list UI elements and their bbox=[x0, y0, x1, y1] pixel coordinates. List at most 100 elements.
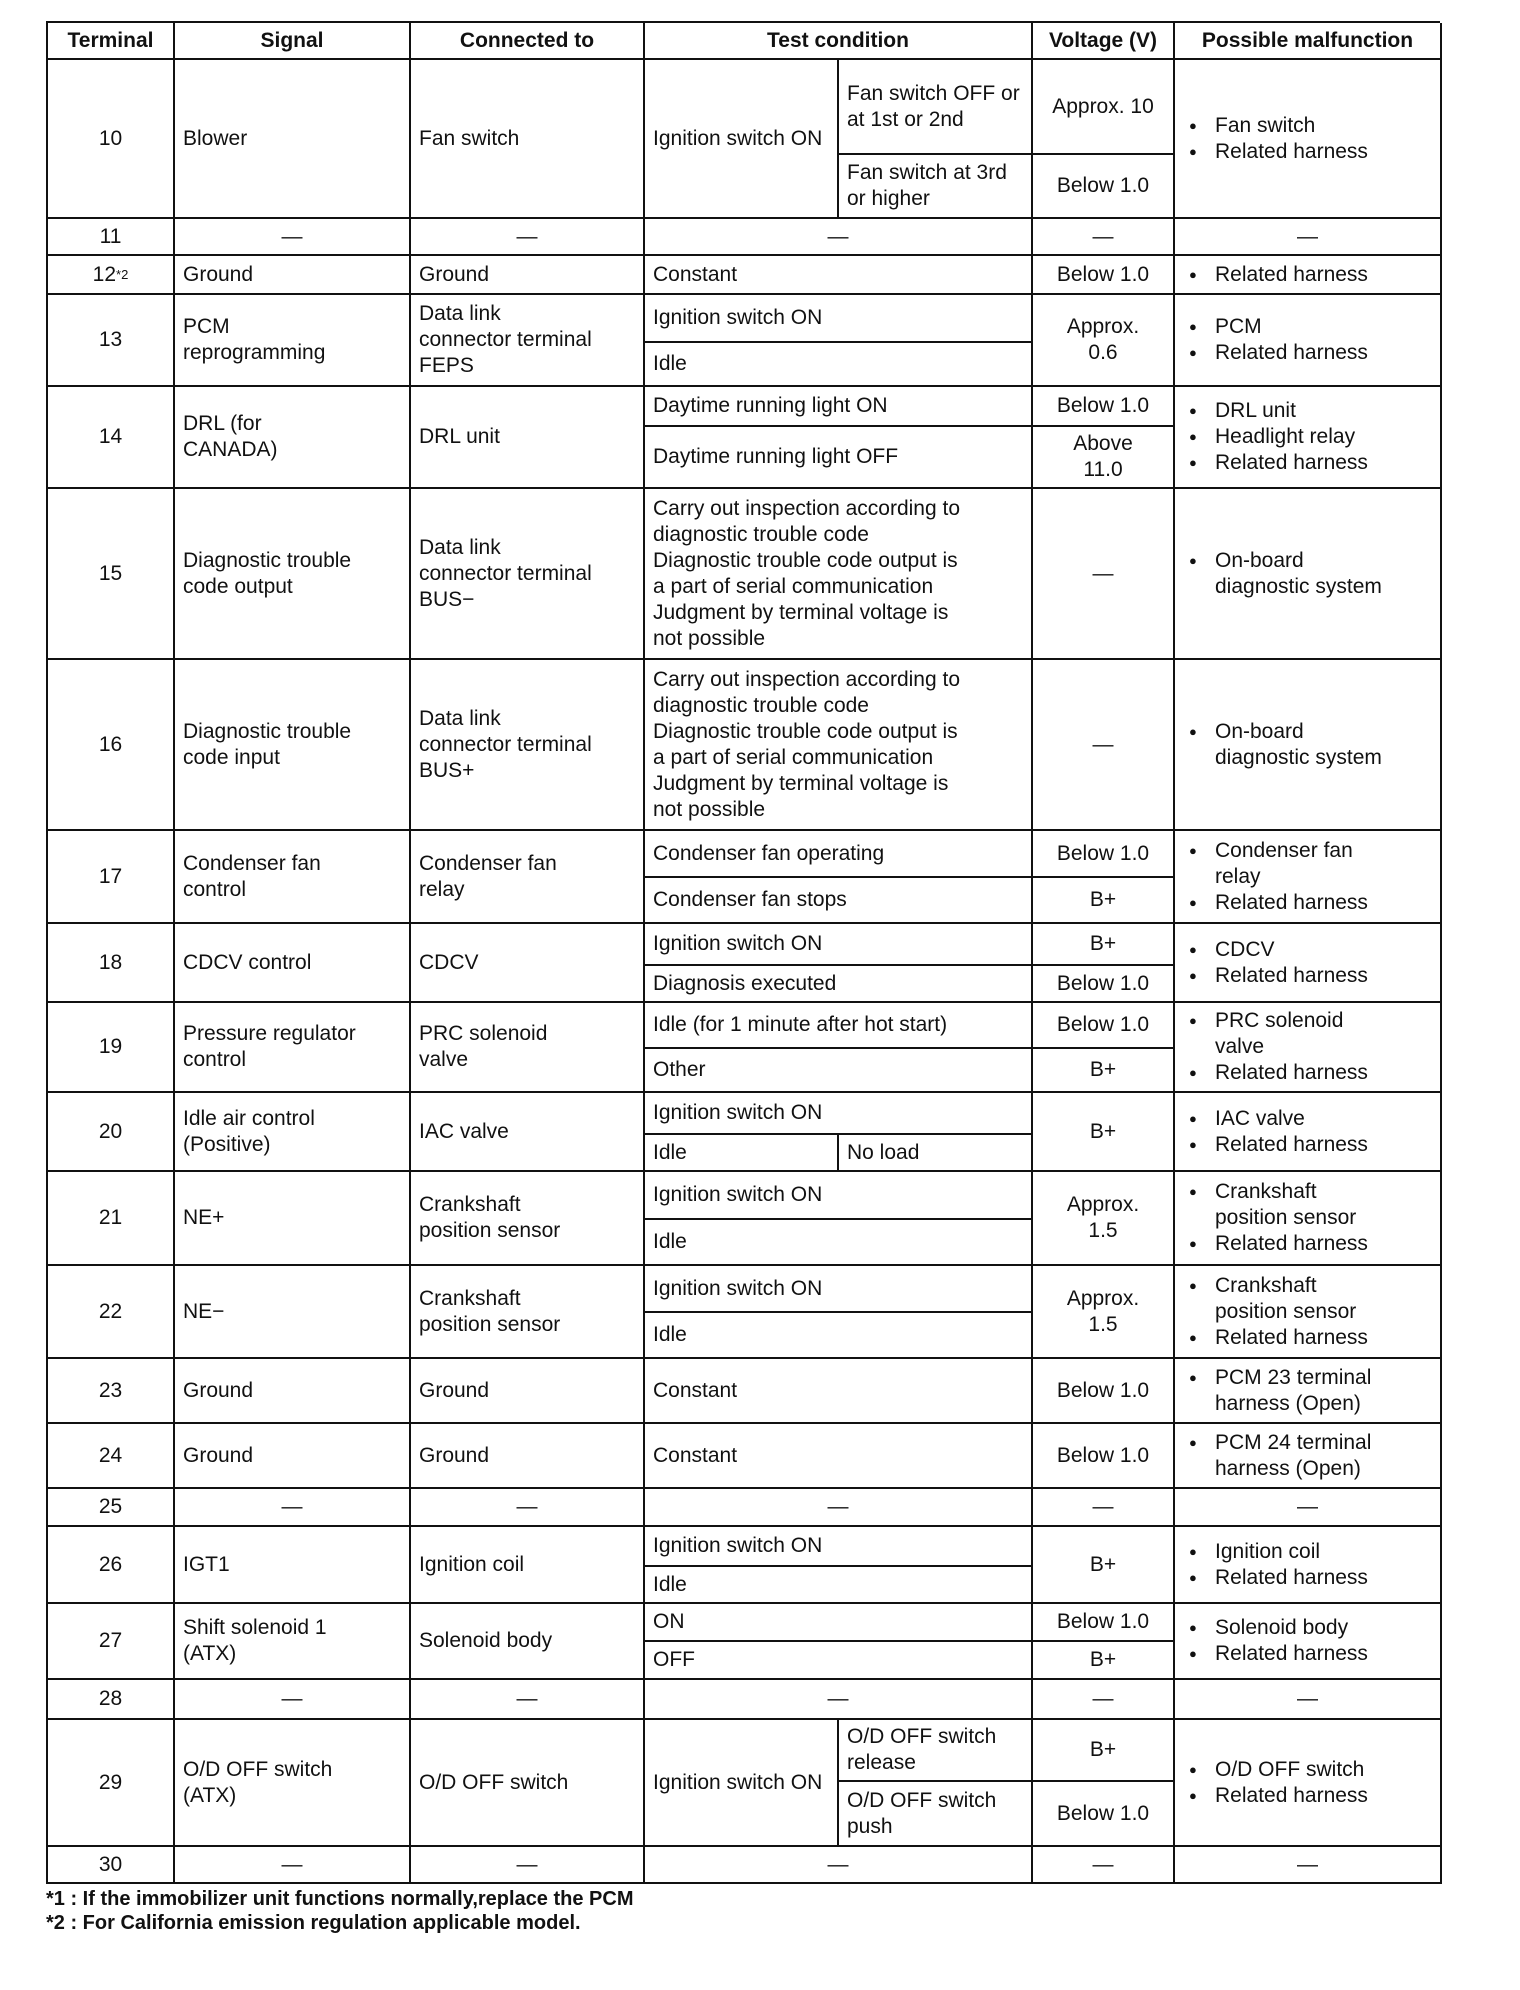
test-condition-sub: Daytime running light OFF bbox=[653, 445, 899, 468]
table-header-row: Terminal Signal Connected to Test condit… bbox=[48, 23, 1442, 60]
test-condition-sub: Daytime running light ON bbox=[645, 387, 1031, 427]
test-condition-sub: Idle (for 1 minute after hot start) bbox=[645, 1003, 1031, 1049]
test-condition-cell: Ignition switch ON Idle bbox=[645, 1266, 1033, 1359]
voltage-value: B+ bbox=[1089, 888, 1117, 911]
malfunction-item: Related harness bbox=[1189, 963, 1368, 989]
voltage-cell: — bbox=[1033, 1489, 1175, 1527]
connected-to-cell: Ground bbox=[411, 1359, 645, 1424]
table-row: 25— — — — — bbox=[48, 1489, 1442, 1527]
possible-malfunction-cell: Ignition coilRelated harness bbox=[1175, 1527, 1442, 1604]
malfunction-list: DRL unitHeadlight relayRelated harness bbox=[1183, 398, 1368, 476]
terminal-number: 11 bbox=[99, 224, 122, 248]
terminal-number: 21 bbox=[98, 1206, 123, 1229]
voltage-value: Below 1.0 bbox=[1056, 971, 1150, 995]
possible-malfunction-cell: Solenoid bodyRelated harness bbox=[1175, 1604, 1442, 1680]
malfunction-list: Solenoid bodyRelated harness bbox=[1183, 1615, 1368, 1667]
malfunction-item: On-board diagnostic system bbox=[1189, 719, 1382, 771]
table-row: 17 Condenser fan control Condenser fan rel… bbox=[48, 831, 1442, 924]
voltage-cell: Below 1.0 B+ bbox=[1033, 1604, 1175, 1680]
voltage-cell: Below 1.0 Above 11.0 bbox=[1033, 387, 1175, 489]
terminal-cell: 27 bbox=[48, 1604, 175, 1680]
malfunction-list: On-board diagnostic system bbox=[1183, 548, 1382, 600]
terminal-cell: 26 bbox=[48, 1527, 175, 1604]
terminal-cell: 24 bbox=[48, 1424, 175, 1489]
connected-to-cell: Ground bbox=[411, 1424, 645, 1489]
signal-cell: PCM reprogramming bbox=[175, 295, 411, 387]
malfunction-item: PCM 24 terminal harness (Open) bbox=[1189, 1430, 1371, 1482]
voltage-cell: Approx. 0.6 bbox=[1033, 295, 1175, 387]
signal-cell: Ground bbox=[175, 256, 411, 295]
malfunction-item: Related harness bbox=[1189, 1783, 1368, 1809]
voltage-value: — bbox=[1092, 561, 1114, 585]
connected-to-cell: Fan switch bbox=[411, 60, 645, 219]
table-row: 10 Blower Fan switch Ignition switch ON Fan … bbox=[48, 60, 1442, 219]
malfunction-list: Crankshaft position sensorRelated harnes… bbox=[1183, 1179, 1368, 1257]
signal-cell: Condenser fan control bbox=[175, 831, 411, 924]
signal-cell: — bbox=[175, 1847, 411, 1884]
test-condition-pair: Idle No load bbox=[645, 1135, 1031, 1170]
terminal-cell: 30 bbox=[48, 1847, 175, 1884]
test-condition-sub: ON bbox=[645, 1604, 1031, 1642]
malfunction-item: Crankshaft position sensor bbox=[1189, 1179, 1368, 1231]
terminal-number: 14 bbox=[98, 425, 123, 448]
test-condition-cell: Carry out inspection according to diagno… bbox=[645, 660, 1033, 831]
voltage-cell: Below 1.0 bbox=[1033, 1424, 1175, 1489]
terminal-cell: 21 bbox=[48, 1172, 175, 1266]
malfunction-list: O/D OFF switchRelated harness bbox=[1183, 1757, 1368, 1809]
connected-to-cell: — bbox=[411, 1489, 645, 1527]
voltage-value: Below 1.0 bbox=[1056, 1378, 1150, 1402]
malfunction-item: O/D OFF switch bbox=[1189, 1757, 1368, 1783]
terminal-cell: 10 bbox=[48, 60, 175, 219]
voltage-value: Below 1.0 bbox=[1056, 262, 1150, 286]
malfunction-list: Related harness bbox=[1183, 262, 1368, 288]
malfunction-list: Ignition coilRelated harness bbox=[1183, 1539, 1368, 1591]
test-condition-cell: Ignition switch ON Idle bbox=[645, 1172, 1033, 1266]
signal-cell: Ground bbox=[175, 1424, 411, 1489]
voltage-cell: Approx. 10 Below 1.0 bbox=[1033, 60, 1175, 219]
connected-to-cell: PRC solenoid valve bbox=[411, 1003, 645, 1093]
terminal-cell: 12 *2 bbox=[48, 256, 175, 295]
test-condition-sub: Carry out inspection according to diagno… bbox=[653, 496, 960, 650]
signal-cell: IGT1 bbox=[175, 1527, 411, 1604]
voltage-value: B+ bbox=[1089, 1058, 1117, 1081]
malfunction-item: CDCV bbox=[1189, 937, 1368, 963]
malfunction-item: DRL unit bbox=[1189, 398, 1368, 424]
connected-to-cell: Ground bbox=[411, 256, 645, 295]
terminal-footnote-mark: *2 bbox=[116, 266, 129, 282]
terminal-cell: 15 bbox=[48, 489, 175, 660]
voltage-cell: Approx. 1.5 bbox=[1033, 1172, 1175, 1266]
terminal-number: 28 bbox=[98, 1687, 123, 1710]
test-condition-sub: Ignition switch ON bbox=[645, 1172, 1031, 1220]
terminal-number: 27 bbox=[98, 1629, 123, 1652]
possible-malfunction-cell: Related harness bbox=[1175, 256, 1442, 295]
voltage-value: Above 11.0 bbox=[1073, 432, 1133, 481]
terminal-number: 19 bbox=[98, 1035, 123, 1058]
terminal-cell: 13 bbox=[48, 295, 175, 387]
malfunction-item: Related harness bbox=[1189, 1325, 1368, 1351]
terminal-cell: 23 bbox=[48, 1359, 175, 1424]
test-condition-cell: Constant bbox=[645, 1424, 1033, 1489]
possible-malfunction-cell: Condenser fan relayRelated harness bbox=[1175, 831, 1442, 924]
test-condition-cell: Ignition switch ON O/D OFF switch release… bbox=[645, 1720, 1033, 1847]
connected-to-cell: Ignition coil bbox=[411, 1527, 645, 1604]
terminal-number: 13 bbox=[98, 328, 123, 351]
test-condition-cell: Idle (for 1 minute after hot start) Other bbox=[645, 1003, 1033, 1093]
signal-cell: — bbox=[175, 1489, 411, 1527]
test-condition-cell: Ignition switch ON Idle bbox=[645, 1527, 1033, 1604]
test-condition-part: Idle bbox=[645, 1135, 839, 1170]
voltage-cell: — bbox=[1033, 660, 1175, 831]
malfunction-item: Crankshaft position sensor bbox=[1189, 1273, 1368, 1325]
test-condition-options: O/D OFF switch release O/D OFF switch pus… bbox=[839, 1720, 1033, 1845]
voltage-value: Approx. 1.5 bbox=[1066, 1193, 1140, 1242]
connected-to-cell: Crankshaft position sensor bbox=[411, 1266, 645, 1359]
table-row: 21 NE+ Crankshaft position sensor Ignition … bbox=[48, 1172, 1442, 1266]
malfunction-item: Solenoid body bbox=[1189, 1615, 1368, 1641]
test-condition-cell: — bbox=[645, 1847, 1033, 1884]
malfunction-list: CDCVRelated harness bbox=[1183, 937, 1368, 989]
test-condition-option: Fan switch OFF or at 1st or 2nd bbox=[839, 60, 1033, 155]
test-condition-sub: Idle bbox=[653, 352, 687, 375]
terminal-cell: 17 bbox=[48, 831, 175, 924]
test-condition-sub: — bbox=[827, 1687, 849, 1710]
connected-to-cell: IAC valve bbox=[411, 1093, 645, 1172]
